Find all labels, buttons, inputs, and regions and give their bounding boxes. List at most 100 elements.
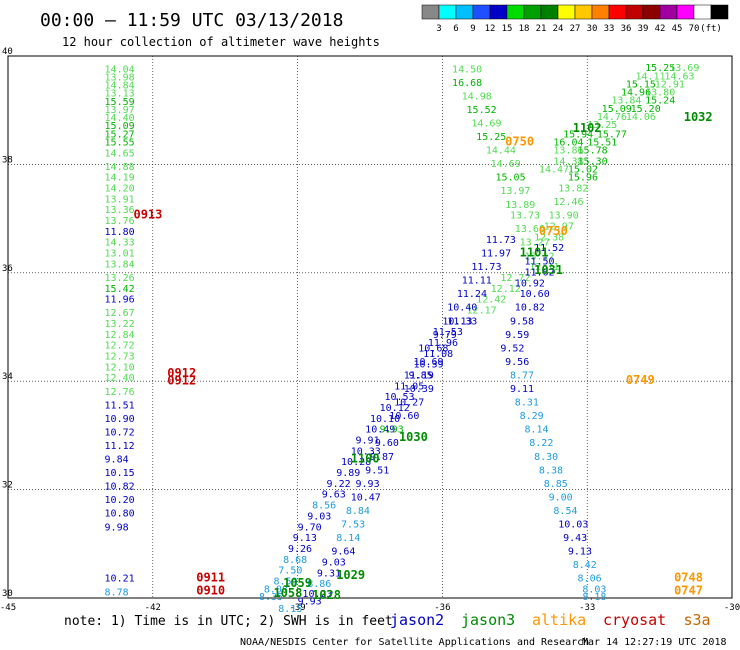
wave-height-point-altika: 11.97 (481, 249, 511, 260)
pass-time-label-altika: 0747 (674, 584, 703, 598)
wave-height-point-jason3: 15.20 (631, 104, 661, 115)
wave-height-point-jason3: 14.96 (621, 88, 651, 99)
color-scale-swatch (523, 4, 542, 20)
wave-height-point-jason3: 15.15 (626, 79, 656, 90)
color-scale-tick: 42 (655, 24, 666, 34)
wave-height-point-cryosat: 10.90 (105, 414, 135, 425)
wave-height-point-altika: 9.87 (370, 452, 394, 463)
wave-height-point-jason3: 9.00 (549, 492, 573, 503)
wave-height-point-jason3: 15.94 (563, 129, 593, 140)
wave-height-point-jason3: 15.25 (645, 63, 675, 74)
wave-height-point-jason3: 14.47 (539, 165, 569, 176)
wave-height-point-jason3: 14.63 (664, 71, 694, 82)
pass-time-label-jason3: 1058 (273, 586, 302, 600)
wave-height-point-jason3: 9.52 (500, 343, 524, 354)
legend-altika: altika (532, 611, 586, 629)
pass-time-label-jason3: 1028 (312, 588, 341, 602)
wave-height-point-cryosat: 13.76 (105, 216, 135, 227)
wave-height-point-jason3: 8.22 (529, 438, 553, 449)
wave-height-point-jason2: 8.56 (312, 501, 336, 512)
color-scale-swatch (625, 4, 644, 20)
wave-height-point-jason2: 13.27 (520, 238, 550, 249)
wave-height-point-altika: 11.73 (486, 235, 516, 246)
wave-height-point-cryosat: 14.65 (105, 148, 135, 159)
pass-time-label-cryosat: 0912 (167, 366, 196, 380)
color-scale-swatch (506, 4, 525, 20)
pass-time-label-jason3: 1102 (573, 121, 602, 135)
color-scale-tick: 45 (672, 24, 683, 34)
pass-time-label-cryosat: 0912 (167, 373, 196, 387)
wave-height-point-jason3: 9.58 (510, 316, 534, 327)
color-scale-swatch (455, 4, 474, 20)
wave-height-point-jason3: 8.03 (582, 585, 606, 596)
wave-height-point-jason3: 12.38 (534, 232, 564, 243)
wave-height-point-cryosat: 11.51 (105, 400, 135, 411)
color-scale-swatch (472, 4, 491, 20)
x-tick-label: -42 (145, 603, 161, 613)
wave-height-point-cryosat: 10.72 (105, 427, 135, 438)
wave-height-point-cryosat: 12.40 (105, 373, 135, 384)
pass-time-label-altika: 0750 (539, 224, 568, 238)
wave-height-point-jason2: 13.66 (515, 224, 545, 235)
wave-height-point-altika: 9.31 (317, 568, 341, 579)
color-scale-tick: 24 (553, 24, 564, 34)
wave-height-point-cryosat: 14.04 (105, 64, 135, 75)
wave-height-point-cryosat: 12.76 (105, 387, 135, 398)
wave-height-point-jason3: 13.25 (587, 120, 617, 131)
wave-height-point-jason2: 8.08 (264, 585, 288, 596)
wave-height-point-jason3: 15.78 (578, 146, 608, 157)
wave-height-point-jason2: 13.89 (505, 200, 535, 211)
wave-height-point-jason2: 9.70 (298, 522, 322, 533)
wave-height-point-jason3: 13.82 (558, 184, 588, 195)
wave-height-point-jason2: 9.03 (307, 511, 331, 522)
wave-height-point-jason2: 11.96 (428, 338, 458, 349)
wave-height-point-altika: 9.64 (331, 547, 355, 558)
wave-height-point-cryosat: 13.22 (105, 319, 135, 330)
wave-height-point-jason2: 12.12 (491, 284, 521, 295)
wave-height-point-altika: 10.27 (394, 398, 424, 409)
wave-height-point-jason3: 9.11 (510, 384, 534, 395)
wave-height-point-cryosat: 13.26 (105, 273, 135, 284)
wave-height-point-cryosat: 12.10 (105, 362, 135, 373)
wave-height-point-jason2: 12.72 (500, 273, 530, 284)
wave-height-point-cryosat: 12.84 (105, 330, 135, 341)
wave-height-point-cryosat: 14.20 (105, 184, 135, 195)
color-scale-swatch (489, 4, 508, 20)
wave-height-point-altika: 11.73 (471, 262, 501, 273)
wave-height-point-jason3: 14.06 (626, 112, 656, 123)
pass-time-label-jason3: 1029 (336, 568, 365, 582)
wave-height-point-jason2: 9.91 (356, 436, 380, 447)
color-scale-swatch (421, 4, 440, 20)
wave-height-point-jason2: 14.69 (471, 118, 501, 129)
wave-height-point-jason3: 8.18 (582, 592, 606, 603)
wave-height-point-cryosat: 13.01 (105, 249, 135, 260)
color-scale-tick: 18 (519, 24, 530, 34)
wave-height-point-jason2: 13.97 (500, 186, 530, 197)
legend-jason3: jason3 (461, 611, 515, 629)
y-tick-label: 32 (2, 481, 13, 491)
wave-height-point-jason3: 13.90 (549, 211, 579, 222)
wave-height-point-altika: 9.85 (409, 370, 433, 381)
wave-height-point-jason3: 13.80 (645, 88, 675, 99)
wave-height-point-jason3: 14.38 (553, 156, 583, 167)
plot-border (7, 55, 733, 599)
y-tick-label: 40 (2, 47, 13, 57)
wave-height-point-jason2: 11.19 (404, 370, 434, 381)
wave-height-point-cryosat: 10.15 (105, 468, 135, 479)
wave-height-point-cryosat: 13.36 (105, 205, 135, 216)
color-scale-tick: 70 (689, 24, 700, 34)
wave-height-point-altika: 9.93 (298, 597, 322, 608)
wave-height-point-jason3: 14.76 (597, 112, 627, 123)
wave-height-point-jason2: 11.33 (447, 316, 477, 327)
wave-height-point-jason2: 15.05 (495, 173, 525, 184)
wave-height-point-jason3: 16.04 (553, 137, 583, 148)
wave-height-point-jason2: 14.50 (452, 64, 482, 75)
legend-s3a: s3a (684, 611, 711, 629)
wave-height-point-cryosat: 13.13 (105, 89, 135, 100)
wave-height-point-jason2: 15.25 (476, 132, 506, 143)
wave-height-point-altika: 9.93 (356, 479, 380, 490)
wave-height-point-jason2: 11.53 (433, 327, 463, 338)
wave-height-point-altika: 7.53 (341, 520, 365, 531)
wave-height-point-jason2: 9.22 (327, 479, 351, 490)
